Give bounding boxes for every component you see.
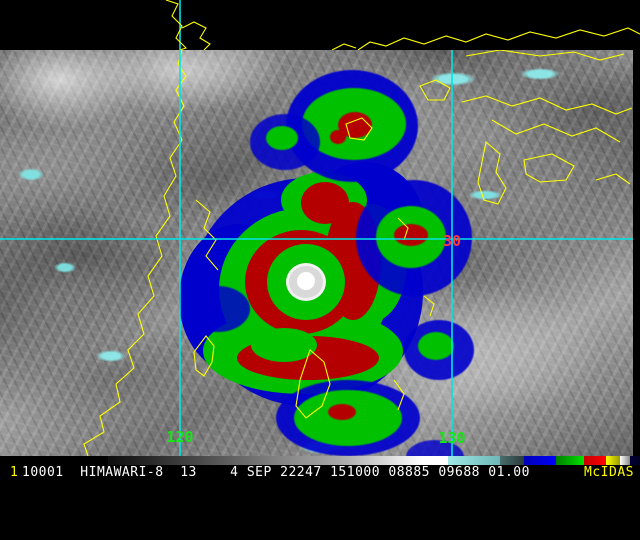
coastline-island-a [419, 79, 451, 101]
coastline-ryukyu-2 [423, 295, 435, 317]
lon-label-120e: 120 [166, 428, 193, 446]
top-margin-overlay [165, 0, 640, 50]
status-lead-digit: 1 [10, 465, 19, 480]
satellite-image-canvas[interactable]: 30 120 130 [0, 0, 640, 456]
coastline-island-c [595, 173, 631, 185]
coastline-ryukyu [397, 217, 409, 241]
lon-label-130e: 130 [438, 429, 465, 447]
image-raster: 30 120 130 [0, 50, 633, 456]
mcidas-brand: McIDAS [584, 465, 634, 480]
mcidas-image-window: 30 120 130 1 10001 HIMAWARI-8 13 4 SEP 2… [0, 0, 640, 480]
color-bar-segment-12 [620, 456, 630, 465]
coastline-japan-inner [491, 119, 621, 143]
color-bar-segment-0 [0, 456, 108, 465]
color-bar-segment-4 [340, 456, 422, 465]
color-bar-segment-8 [524, 456, 556, 465]
color-bar-segment-2 [200, 456, 270, 465]
coastline-taiwan [193, 335, 215, 377]
status-line: 1 10001 HIMAWARI-8 13 4 SEP 22247 151000… [0, 465, 640, 480]
coastline-top-china [181, 21, 211, 50]
color-bar-segment-6 [448, 456, 500, 465]
color-bar-segment-7 [500, 456, 524, 465]
outer-cell-north [250, 114, 320, 174]
outer-cell-east [404, 320, 474, 384]
lat-label-30n: 30 [443, 232, 461, 250]
coastline-top-japan [357, 27, 640, 50]
color-bar-segment-1 [108, 456, 200, 465]
enhancement-color-bar[interactable] [0, 456, 640, 465]
coastline-kyushu [477, 140, 507, 205]
coastline-japan-honshu [465, 50, 625, 61]
color-bar-segment-13 [630, 456, 640, 465]
coastline-luzon [295, 349, 331, 419]
southern-rainband [276, 380, 420, 456]
coastline-top-japan-2 [331, 43, 357, 50]
color-bar-segment-9 [556, 456, 584, 465]
map-overlay: 30 120 130 [0, 50, 633, 456]
image-top-margin [0, 0, 640, 50]
coastline-china [83, 50, 187, 456]
outer-cell-west [186, 286, 250, 334]
color-bar-segment-5 [422, 456, 448, 465]
status-text: 10001 HIMAWARI-8 13 4 SEP 22247 151000 0… [22, 465, 530, 480]
color-bar-segment-3 [270, 456, 340, 465]
coastline-island-b [345, 117, 373, 141]
outer-cell-southeast [406, 440, 466, 456]
color-bar-segment-10 [584, 456, 606, 465]
coastline-top-korea [165, 0, 188, 50]
coastline-japan-south [461, 95, 633, 115]
coastline-philippines [393, 379, 405, 411]
coastline-shikoku [523, 153, 575, 183]
coastline-china-inner [195, 199, 219, 271]
color-bar-segment-11 [606, 456, 620, 465]
